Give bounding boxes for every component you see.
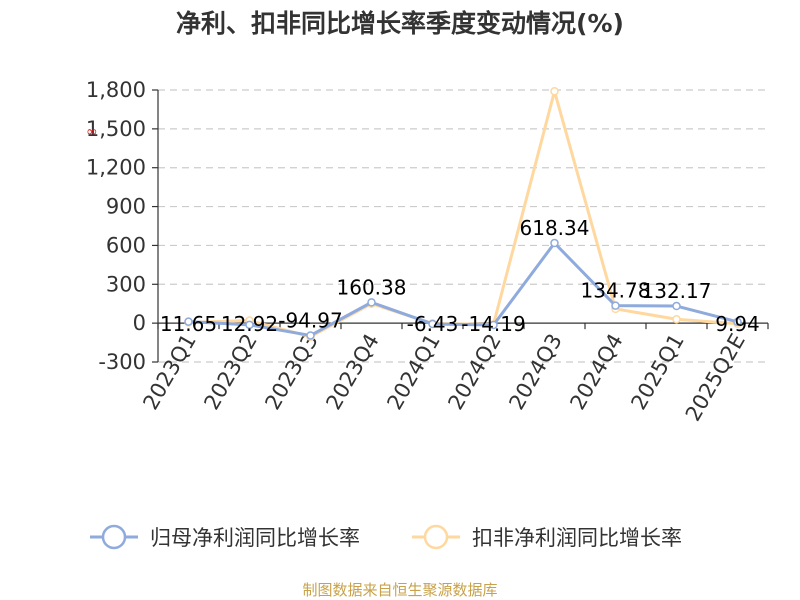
data-label: 9.94 (715, 312, 760, 336)
series-1-point (733, 317, 742, 327)
data-label: -6.43 (407, 312, 459, 336)
y-tick-label: -300 (98, 350, 146, 374)
data-label: -14.19 (461, 312, 525, 336)
series-line-1 (188, 241, 738, 337)
series-lines (184, 87, 742, 341)
x-tick-label: 2023Q2 (199, 330, 261, 414)
y-tick-label: 900 (106, 195, 146, 219)
data-label: 12.92 (221, 312, 278, 336)
chart-title: 净利、扣非同比增长率季度变动情况(%) (176, 9, 624, 38)
series-1-point (672, 301, 681, 311)
y-tick-label: 1,800 (86, 78, 146, 102)
y-tick-label: 600 (106, 233, 146, 257)
x-tick-label: 2025Q2E (681, 330, 750, 426)
data-label: 132.17 (642, 279, 712, 303)
series-1-point (184, 317, 193, 326)
y-tick-label: 1,200 (86, 156, 146, 180)
x-tick-label: 2024Q3 (504, 330, 566, 414)
x-tick-label: 2024Q2 (443, 330, 505, 414)
stray-mark-icon: ∞ (86, 124, 98, 140)
data-label: 11.65 (160, 312, 217, 336)
axes: -30003006009001,2001,5001,8002023Q12023Q… (86, 78, 769, 426)
series-2-point (550, 87, 559, 96)
series-1-point (489, 320, 498, 330)
legend-label: 扣非净利润同比增长率 (472, 526, 682, 550)
legend: 归母净利润同比增长率 扣非净利润同比增长率 (90, 524, 682, 550)
series-1-point (611, 301, 620, 310)
series-1-point (550, 238, 559, 248)
data-label: 160.38 (337, 275, 407, 299)
legend-label: 归母净利润同比增长率 (150, 526, 360, 550)
x-tick-label: 2023Q1 (138, 330, 200, 414)
x-tick-label: 2023Q4 (321, 330, 383, 414)
series-1-point (306, 331, 315, 340)
grid-lines (158, 89, 768, 363)
data-label: 134.78 (581, 279, 651, 303)
x-tick-label: 2024Q1 (382, 330, 444, 414)
x-tick-label: 2025Q1 (626, 330, 688, 414)
series-1-point (367, 298, 376, 307)
y-tick-label: 300 (106, 272, 146, 296)
data-labels: 11.65 12.92 -94.97 160.38-6.43 -14.19 618.34 1… (160, 216, 760, 336)
series-1-point (428, 319, 437, 329)
data-label: 618.34 (520, 216, 590, 240)
x-tick-label: 2024Q4 (565, 330, 627, 414)
x-tick-label: 2023Q3 (260, 330, 322, 414)
series-1-point (245, 320, 254, 330)
y-tick-label: 0 (133, 311, 146, 335)
source-note: 制图数据来自恒生聚源数据库 (302, 581, 497, 599)
data-label: -94.97 (278, 308, 342, 332)
y-tick-label: 1,500 (86, 117, 146, 141)
legend-marker-icon (423, 524, 449, 550)
legend-marker-icon (101, 524, 127, 550)
series-2-point (672, 315, 681, 324)
